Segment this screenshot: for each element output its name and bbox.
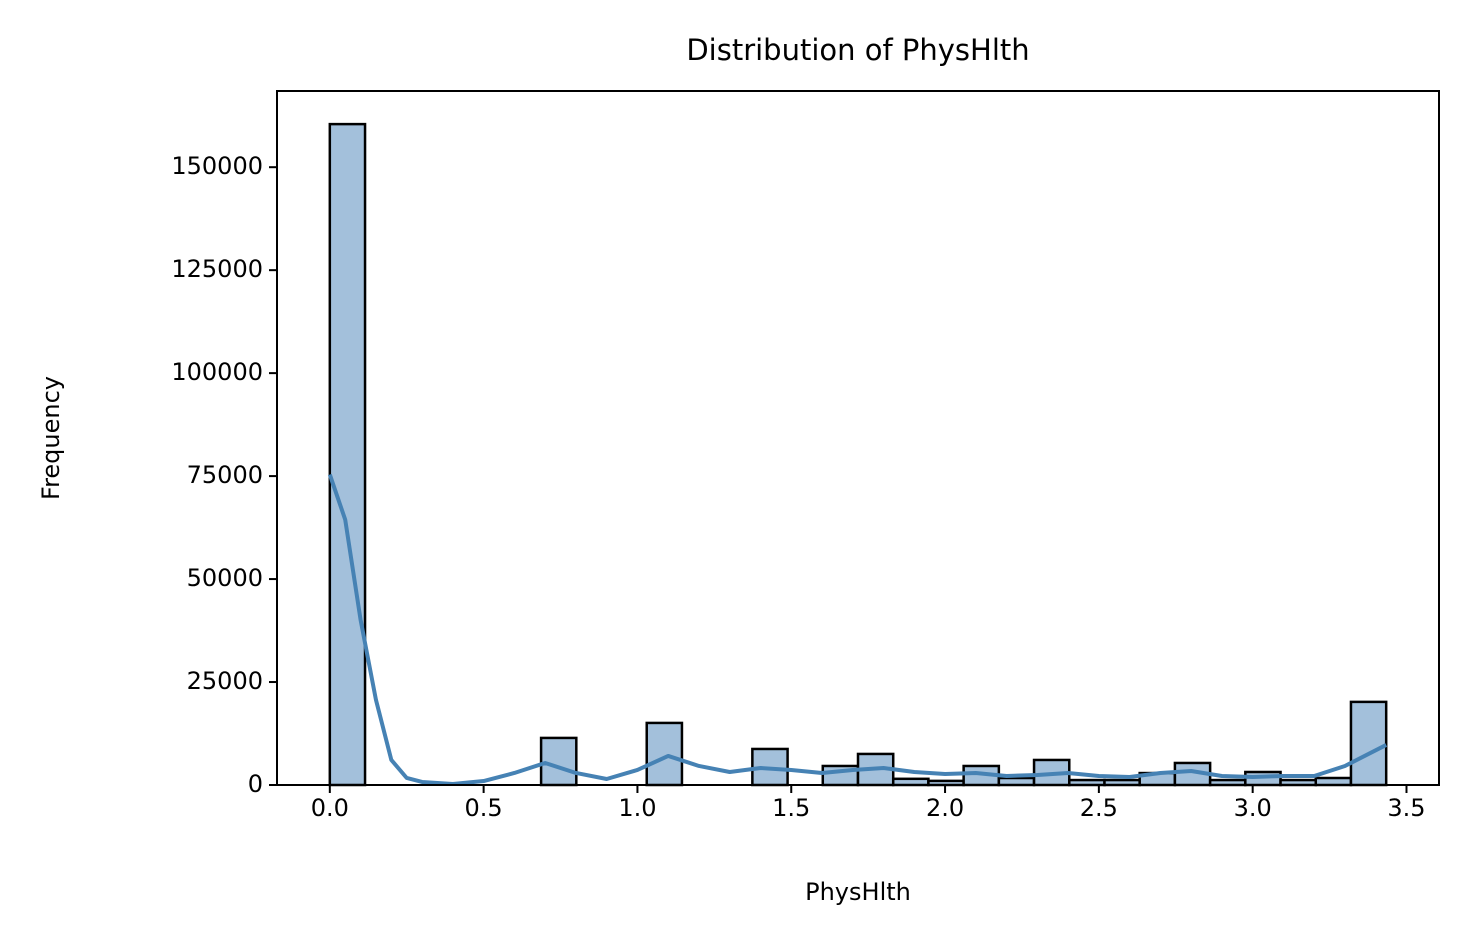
- kde-line: [327, 473, 1388, 787]
- x-tick-label: 2.0: [926, 794, 964, 822]
- y-tick-label: 150000: [171, 152, 263, 180]
- histogram-bar: [1349, 700, 1388, 787]
- plot-frame: [276, 90, 1440, 786]
- x-tick-label: 1.0: [618, 794, 656, 822]
- x-tick-label: 0.0: [311, 794, 349, 822]
- histogram-bar: [997, 776, 1036, 787]
- histogram-bar: [645, 721, 684, 787]
- x-tick-label: 3.0: [1234, 794, 1272, 822]
- histogram-bar: [1314, 776, 1353, 787]
- y-tick-label: 100000: [171, 358, 263, 386]
- y-axis-label: Frequency: [37, 376, 65, 500]
- y-tick-label: 75000: [187, 461, 263, 489]
- x-axis-label: PhysHlth: [805, 878, 911, 906]
- y-tick-label: 0: [248, 770, 263, 798]
- y-tick-label: 25000: [187, 667, 263, 695]
- x-tick-label: 3.5: [1387, 794, 1425, 822]
- chart-title: Distribution of PhysHlth: [686, 33, 1029, 67]
- y-tick-label: 125000: [171, 255, 263, 283]
- x-tick-label: 1.5: [772, 794, 810, 822]
- x-tick-label: 0.5: [465, 794, 503, 822]
- y-tick-label: 50000: [187, 564, 263, 592]
- x-tick-label: 2.5: [1080, 794, 1118, 822]
- histogram-bar: [328, 122, 367, 787]
